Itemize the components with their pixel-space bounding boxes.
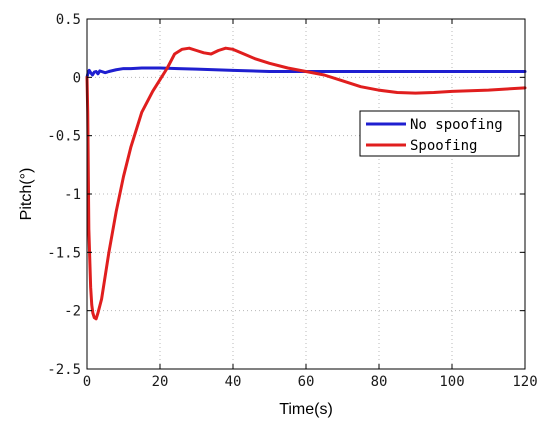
series-layer <box>85 46 527 321</box>
x-tick-label: 20 <box>152 374 169 390</box>
tick-labels: 0 20 40 60 80 100 120 0.5 0 -0.5 -1 -1.5 -2 -2.5 <box>47 12 537 390</box>
y-axis-label: Pitch(°) <box>18 168 35 221</box>
y-tick-label: 0.5 <box>56 12 81 28</box>
x-tick-label: 40 <box>225 374 242 390</box>
y-tick-label: 0 <box>73 70 81 86</box>
x-tick-label: 100 <box>439 374 464 390</box>
legend-label-spoofing: Spoofing <box>410 138 477 154</box>
x-axis-label: Time(s) <box>279 401 333 418</box>
y-tick-label: -1 <box>64 187 81 203</box>
y-tick-label: -2 <box>64 304 81 320</box>
y-tick-label: -0.5 <box>47 129 81 145</box>
series-line-spoofing <box>85 46 527 321</box>
ticks <box>86 18 526 370</box>
legend-box <box>359 110 520 157</box>
series-line-no-spoofing <box>85 66 527 79</box>
y-tick-label: -2.5 <box>47 362 81 378</box>
x-tick-label: 120 <box>512 374 537 390</box>
x-tick-label: 0 <box>83 374 91 390</box>
x-tick-label: 80 <box>371 374 388 390</box>
legend: No spoofing Spoofing <box>359 110 520 157</box>
y-tick-label: -1.5 <box>47 245 81 261</box>
legend-label-no-spoofing: No spoofing <box>410 117 503 133</box>
x-tick-label: 60 <box>298 374 315 390</box>
